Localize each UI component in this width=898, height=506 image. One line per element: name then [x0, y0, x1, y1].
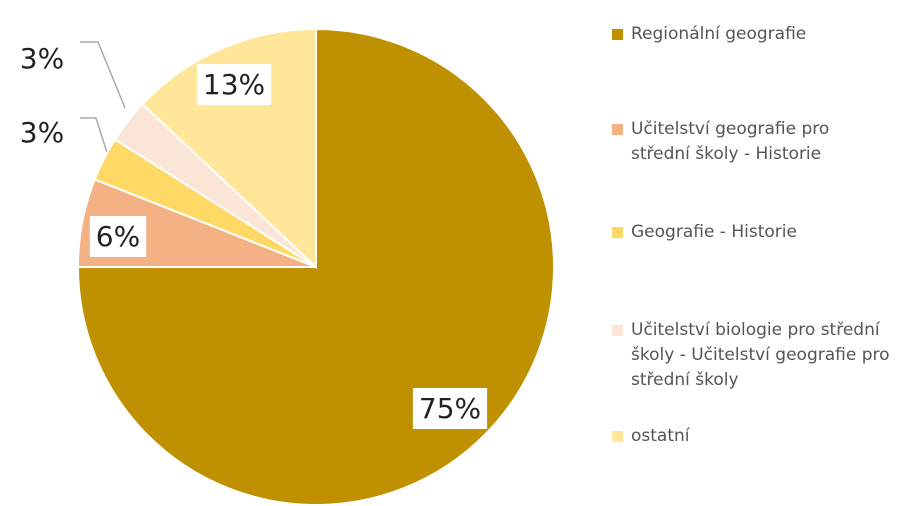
data-label: 6% [96, 220, 140, 253]
leader-line [80, 117, 111, 163]
legend-swatch [612, 29, 623, 40]
legend-swatch [612, 431, 623, 442]
legend-item: Regionální geografie [612, 22, 892, 47]
legend-label: Regionální geografie [631, 24, 807, 44]
legend-label: Geografie - Historie [631, 222, 797, 242]
leader-line [80, 41, 126, 109]
pie-slice [141, 27, 317, 270]
label-box [89, 216, 147, 257]
data-label: 13% [203, 68, 265, 101]
legend-label: ostatní [631, 426, 690, 446]
data-label: 3% [20, 116, 64, 149]
legend-swatch [612, 325, 623, 336]
label-box [412, 388, 488, 429]
legend-item: Geografie - Historie [612, 220, 892, 245]
legend-swatch [612, 227, 623, 238]
pie-slice [76, 27, 555, 506]
label-box [196, 64, 272, 105]
data-label: 3% [20, 42, 64, 75]
legend-label: Učitelství geografie pro střední školy -… [631, 119, 830, 164]
legend-item: Učitelství biologie pro střední školy - … [612, 318, 892, 393]
data-label: 75% [419, 392, 481, 425]
legend-label: Učitelství biologie pro střední školy - … [631, 320, 890, 390]
legend-item: ostatní [612, 424, 892, 449]
legend-swatch [612, 124, 623, 135]
legend-item: Učitelství geografie pro střední školy -… [612, 117, 892, 167]
